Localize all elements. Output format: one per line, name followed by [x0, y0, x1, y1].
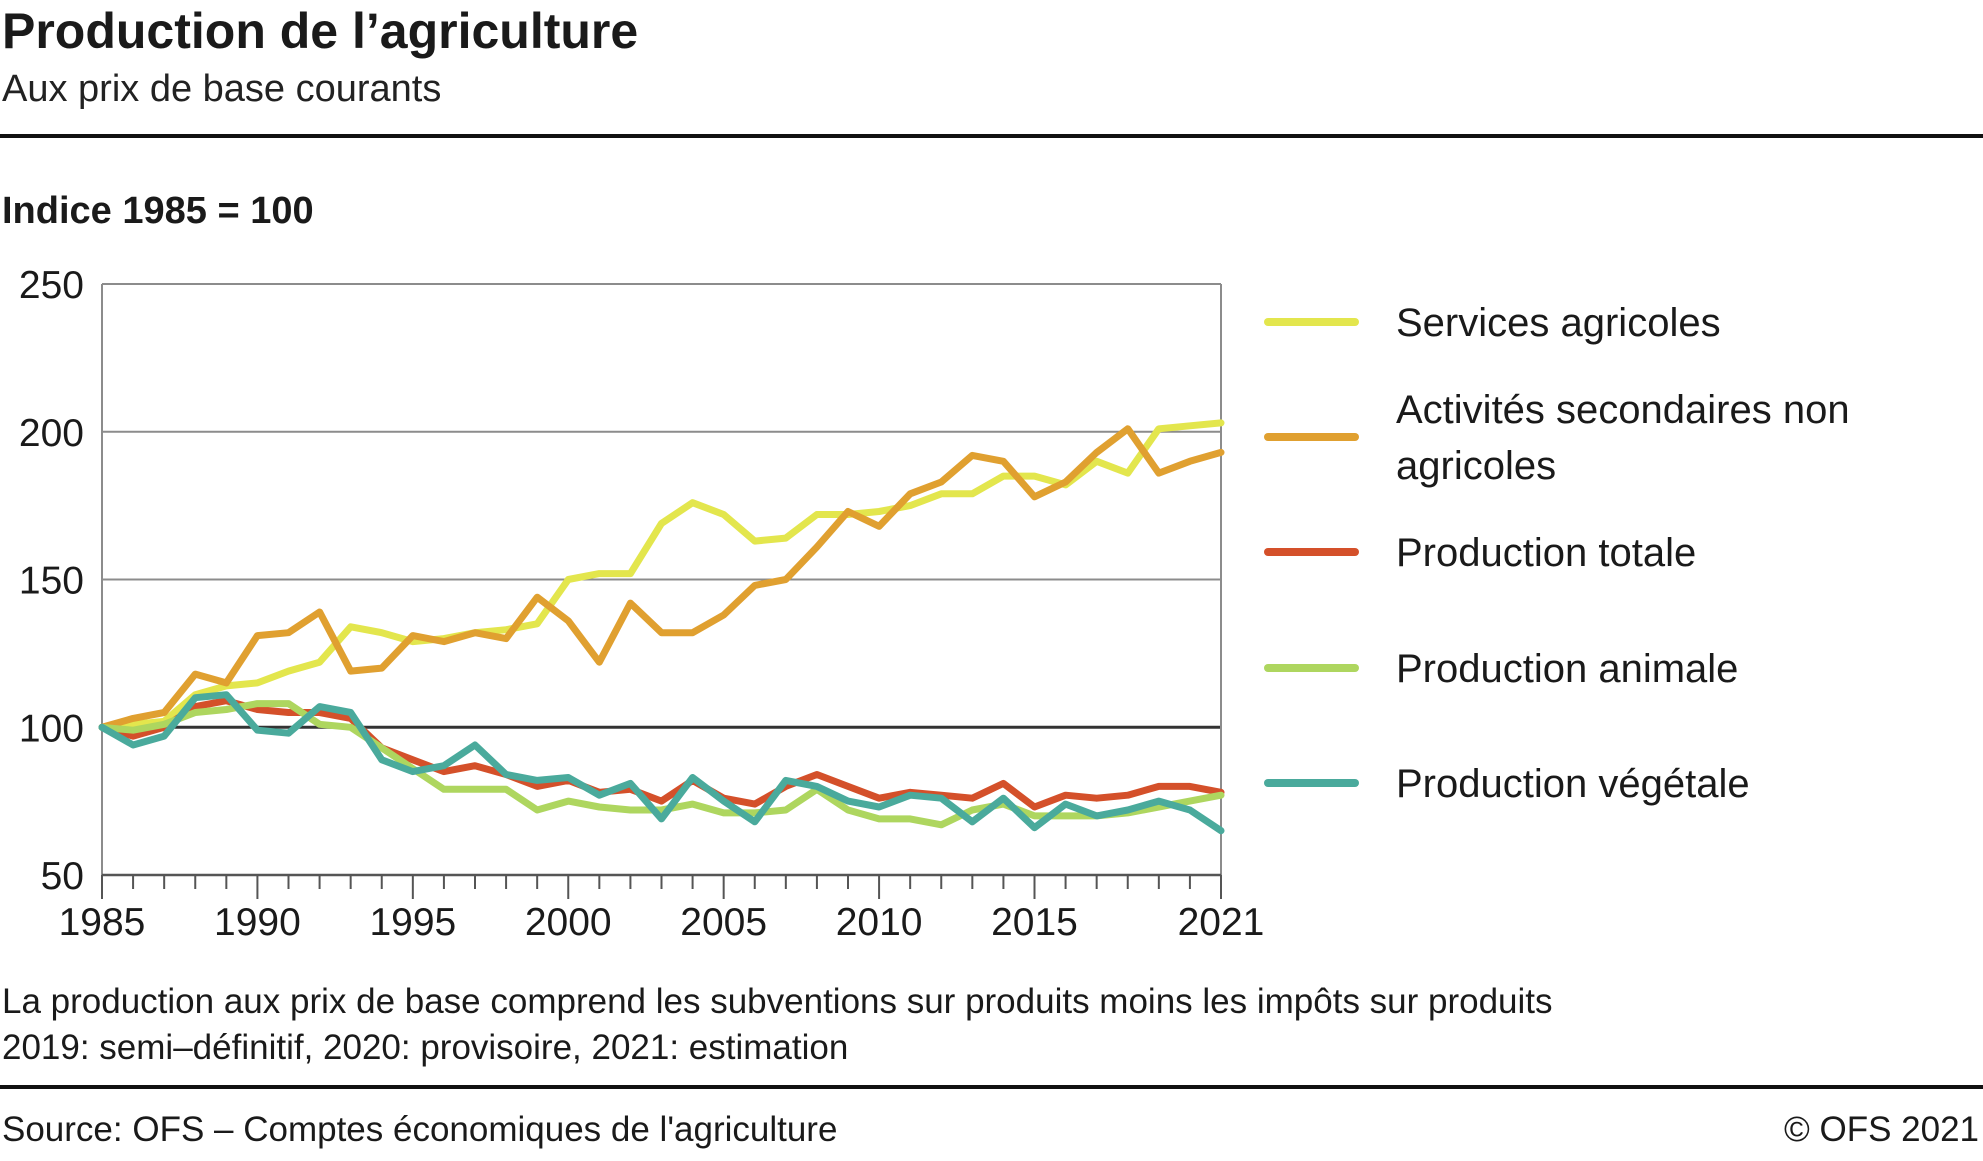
x-tick-2005: 2005 [680, 901, 767, 944]
x-tick-1985: 1985 [59, 901, 146, 944]
gridlines [102, 283, 1221, 729]
source-text: Source: OFS – Comptes économiques de l'a… [2, 1110, 838, 1149]
legend-label-3: Production totale [1396, 531, 1696, 575]
series-lines [98, 419, 1225, 835]
x-tick-2015: 2015 [991, 901, 1078, 944]
legend: Services agricoles Activités secondaires … [1264, 301, 1850, 806]
y-tick-200: 200 [19, 412, 84, 455]
bottom-divider [0, 1085, 1983, 1089]
series-line-4 [98, 700, 1225, 829]
line-chart: 50 100 150 200 250 1985 1990 1995 2000 2005 2010 20… [19, 264, 1850, 944]
series-line-2 [98, 425, 1225, 731]
x-tick-2000: 2000 [525, 901, 612, 944]
legend-label-2: Activités secondaires non agricoles [1396, 388, 1850, 488]
x-tick-1995: 1995 [369, 901, 456, 944]
series-line-5 [98, 691, 1225, 835]
series-line-3 [98, 697, 1225, 811]
legend-label-4: Production animale [1396, 647, 1738, 691]
y-tick-150: 150 [19, 560, 84, 603]
axes [101, 284, 1222, 899]
x-tick-2021: 2021 [1178, 901, 1265, 944]
x-tick-1990: 1990 [214, 901, 301, 944]
footnote-1: La production aux prix de base comprend … [2, 982, 1553, 1021]
tick-labels: 50 100 150 200 250 1985 1990 1995 2000 2005 2010 20… [19, 264, 1264, 944]
top-divider [0, 134, 1983, 138]
chart-title: Production de l’agriculture [2, 3, 639, 59]
y-tick-50: 50 [41, 855, 84, 898]
copyright-text: © OFS 2021 [1783, 1110, 1979, 1149]
chart-subtitle: Aux prix de base courants [2, 68, 442, 110]
legend-label-2-line-2: agricoles [1396, 444, 1556, 488]
legend-label-5: Production végétale [1396, 762, 1750, 806]
legend-label-1: Services agricoles [1396, 301, 1721, 345]
legend-label-2-line-1: Activités secondaires non [1396, 388, 1850, 432]
y-tick-100: 100 [19, 707, 84, 750]
y-tick-250: 250 [19, 264, 84, 307]
x-tick-2010: 2010 [836, 901, 923, 944]
series-line-1 [98, 419, 1225, 731]
y-axis-label: Indice 1985 = 100 [2, 190, 314, 232]
footnote-2: 2019: semi–définitif, 2020: provisoire, … [2, 1028, 849, 1067]
